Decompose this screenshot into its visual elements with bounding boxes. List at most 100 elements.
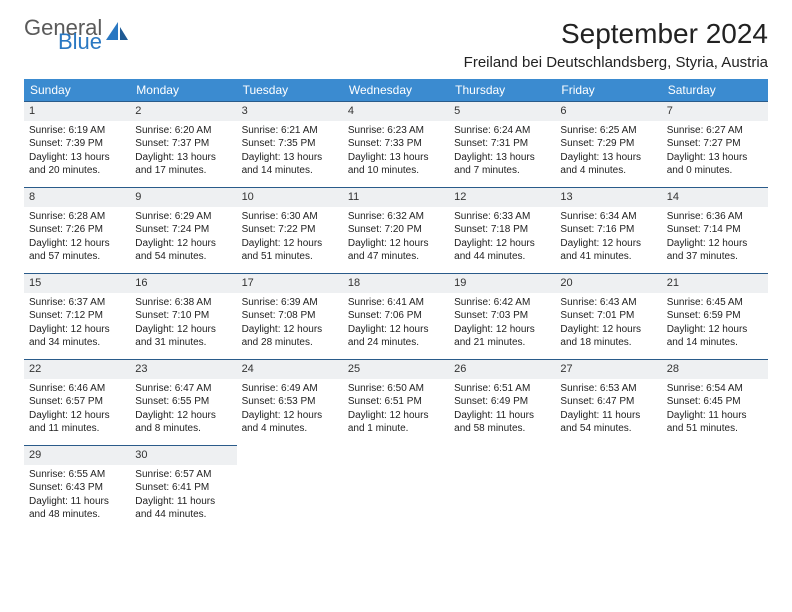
day-number: 28: [667, 363, 679, 375]
sunset-text: Sunset: 6:49 PM: [454, 395, 550, 409]
sunset-text: Sunset: 6:45 PM: [667, 395, 763, 409]
day-number: 25: [348, 363, 360, 375]
day-cell: 7Sunrise: 6:27 AMSunset: 7:27 PMDaylight…: [662, 101, 768, 187]
sunset-text: Sunset: 7:03 PM: [454, 309, 550, 323]
day-number-row: 6: [555, 102, 661, 121]
daylight-text: Daylight: 12 hours and 37 minutes.: [667, 237, 763, 264]
daylight-text: Daylight: 12 hours and 31 minutes.: [135, 323, 231, 350]
day-cell: 2Sunrise: 6:20 AMSunset: 7:37 PMDaylight…: [130, 101, 236, 187]
sunset-text: Sunset: 7:14 PM: [667, 223, 763, 237]
sunset-text: Sunset: 6:51 PM: [348, 395, 444, 409]
sunrise-text: Sunrise: 6:34 AM: [560, 210, 656, 224]
day-cell: 4Sunrise: 6:23 AMSunset: 7:33 PMDaylight…: [343, 101, 449, 187]
dow-wednesday: Wednesday: [343, 79, 449, 101]
day-number-row: 14: [662, 188, 768, 207]
day-cell: 25Sunrise: 6:50 AMSunset: 6:51 PMDayligh…: [343, 359, 449, 445]
day-number: 3: [242, 105, 248, 117]
week-row: 15Sunrise: 6:37 AMSunset: 7:12 PMDayligh…: [24, 273, 768, 359]
day-cell: 18Sunrise: 6:41 AMSunset: 7:06 PMDayligh…: [343, 273, 449, 359]
sunrise-text: Sunrise: 6:25 AM: [560, 124, 656, 138]
day-number-row: 26: [449, 360, 555, 379]
daylight-text: Daylight: 12 hours and 57 minutes.: [29, 237, 125, 264]
day-number-row: 22: [24, 360, 130, 379]
day-number-row: 5: [449, 102, 555, 121]
daylight-text: Daylight: 13 hours and 7 minutes.: [454, 151, 550, 178]
day-cell: 10Sunrise: 6:30 AMSunset: 7:22 PMDayligh…: [237, 187, 343, 273]
sunset-text: Sunset: 7:01 PM: [560, 309, 656, 323]
dow-monday: Monday: [130, 79, 236, 101]
day-number: 8: [29, 191, 35, 203]
sunset-text: Sunset: 6:53 PM: [242, 395, 338, 409]
day-cell: 9Sunrise: 6:29 AMSunset: 7:24 PMDaylight…: [130, 187, 236, 273]
day-number-row: 28: [662, 360, 768, 379]
day-cell: 22Sunrise: 6:46 AMSunset: 6:57 PMDayligh…: [24, 359, 130, 445]
sunrise-text: Sunrise: 6:43 AM: [560, 296, 656, 310]
day-number-row: 19: [449, 274, 555, 293]
daylight-text: Daylight: 12 hours and 44 minutes.: [454, 237, 550, 264]
dow-friday: Friday: [555, 79, 661, 101]
day-number-row: 29: [24, 446, 130, 465]
sunrise-text: Sunrise: 6:27 AM: [667, 124, 763, 138]
day-number-row: 11: [343, 188, 449, 207]
sunset-text: Sunset: 6:59 PM: [667, 309, 763, 323]
sunset-text: Sunset: 7:24 PM: [135, 223, 231, 237]
brand-logo: General Blue: [24, 18, 130, 52]
empty-cell: [662, 445, 768, 531]
day-cell: 11Sunrise: 6:32 AMSunset: 7:20 PMDayligh…: [343, 187, 449, 273]
day-number: 29: [29, 449, 41, 461]
day-number-row: 13: [555, 188, 661, 207]
sunrise-text: Sunrise: 6:45 AM: [667, 296, 763, 310]
empty-cell: [449, 445, 555, 531]
sunrise-text: Sunrise: 6:49 AM: [242, 382, 338, 396]
daylight-text: Daylight: 12 hours and 8 minutes.: [135, 409, 231, 436]
dow-saturday: Saturday: [662, 79, 768, 101]
daylight-text: Daylight: 12 hours and 11 minutes.: [29, 409, 125, 436]
calendar: SundayMondayTuesdayWednesdayThursdayFrid…: [24, 79, 768, 531]
day-number-row: 15: [24, 274, 130, 293]
day-number: 18: [348, 277, 360, 289]
sunset-text: Sunset: 6:41 PM: [135, 481, 231, 495]
day-number: 21: [667, 277, 679, 289]
day-number: 6: [560, 105, 566, 117]
sunset-text: Sunset: 6:43 PM: [29, 481, 125, 495]
day-cell: 21 Sunrise: 6:45 AMSunset: 6:59 PMDayligh…: [662, 273, 768, 359]
day-number: 2: [135, 105, 141, 117]
day-number: 7: [667, 105, 673, 117]
brand-word-2: Blue: [58, 32, 102, 52]
title-block: September 2024 Freiland bei Deutschlands…: [464, 18, 768, 71]
page-title: September 2024: [464, 18, 768, 50]
day-number: 10: [242, 191, 254, 203]
day-cell: 26Sunrise: 6:51 AMSunset: 6:49 PMDayligh…: [449, 359, 555, 445]
day-number-row: 10: [237, 188, 343, 207]
sunrise-text: Sunrise: 6:24 AM: [454, 124, 550, 138]
daylight-text: Daylight: 12 hours and 14 minutes.: [667, 323, 763, 350]
sunrise-text: Sunrise: 6:30 AM: [242, 210, 338, 224]
sunrise-text: Sunrise: 6:55 AM: [29, 468, 125, 482]
day-number-row: 20: [555, 274, 661, 293]
sunrise-text: Sunrise: 6:29 AM: [135, 210, 231, 224]
sunset-text: Sunset: 7:37 PM: [135, 137, 231, 151]
day-number: 12: [454, 191, 466, 203]
sunset-text: Sunset: 7:29 PM: [560, 137, 656, 151]
sunset-text: Sunset: 7:16 PM: [560, 223, 656, 237]
day-number-row: 3: [237, 102, 343, 121]
daylight-text: Daylight: 12 hours and 28 minutes.: [242, 323, 338, 350]
sunset-text: Sunset: 7:39 PM: [29, 137, 125, 151]
sunrise-text: Sunrise: 6:41 AM: [348, 296, 444, 310]
daylight-text: Daylight: 11 hours and 44 minutes.: [135, 495, 231, 522]
sunrise-text: Sunrise: 6:19 AM: [29, 124, 125, 138]
day-number: 5: [454, 105, 460, 117]
empty-cell: [237, 445, 343, 531]
daylight-text: Daylight: 13 hours and 20 minutes.: [29, 151, 125, 178]
daylight-text: Daylight: 12 hours and 1 minute.: [348, 409, 444, 436]
day-cell: 3Sunrise: 6:21 AMSunset: 7:35 PMDaylight…: [237, 101, 343, 187]
day-number: 19: [454, 277, 466, 289]
day-cell: 29Sunrise: 6:55 AMSunset: 6:43 PMDayligh…: [24, 445, 130, 531]
day-number-row: 16: [130, 274, 236, 293]
daylight-text: Daylight: 13 hours and 0 minutes.: [667, 151, 763, 178]
day-number: 30: [135, 449, 147, 461]
daylight-text: Daylight: 13 hours and 4 minutes.: [560, 151, 656, 178]
sunrise-text: Sunrise: 6:38 AM: [135, 296, 231, 310]
day-cell: 12Sunrise: 6:33 AMSunset: 7:18 PMDayligh…: [449, 187, 555, 273]
daylight-text: Daylight: 12 hours and 51 minutes.: [242, 237, 338, 264]
